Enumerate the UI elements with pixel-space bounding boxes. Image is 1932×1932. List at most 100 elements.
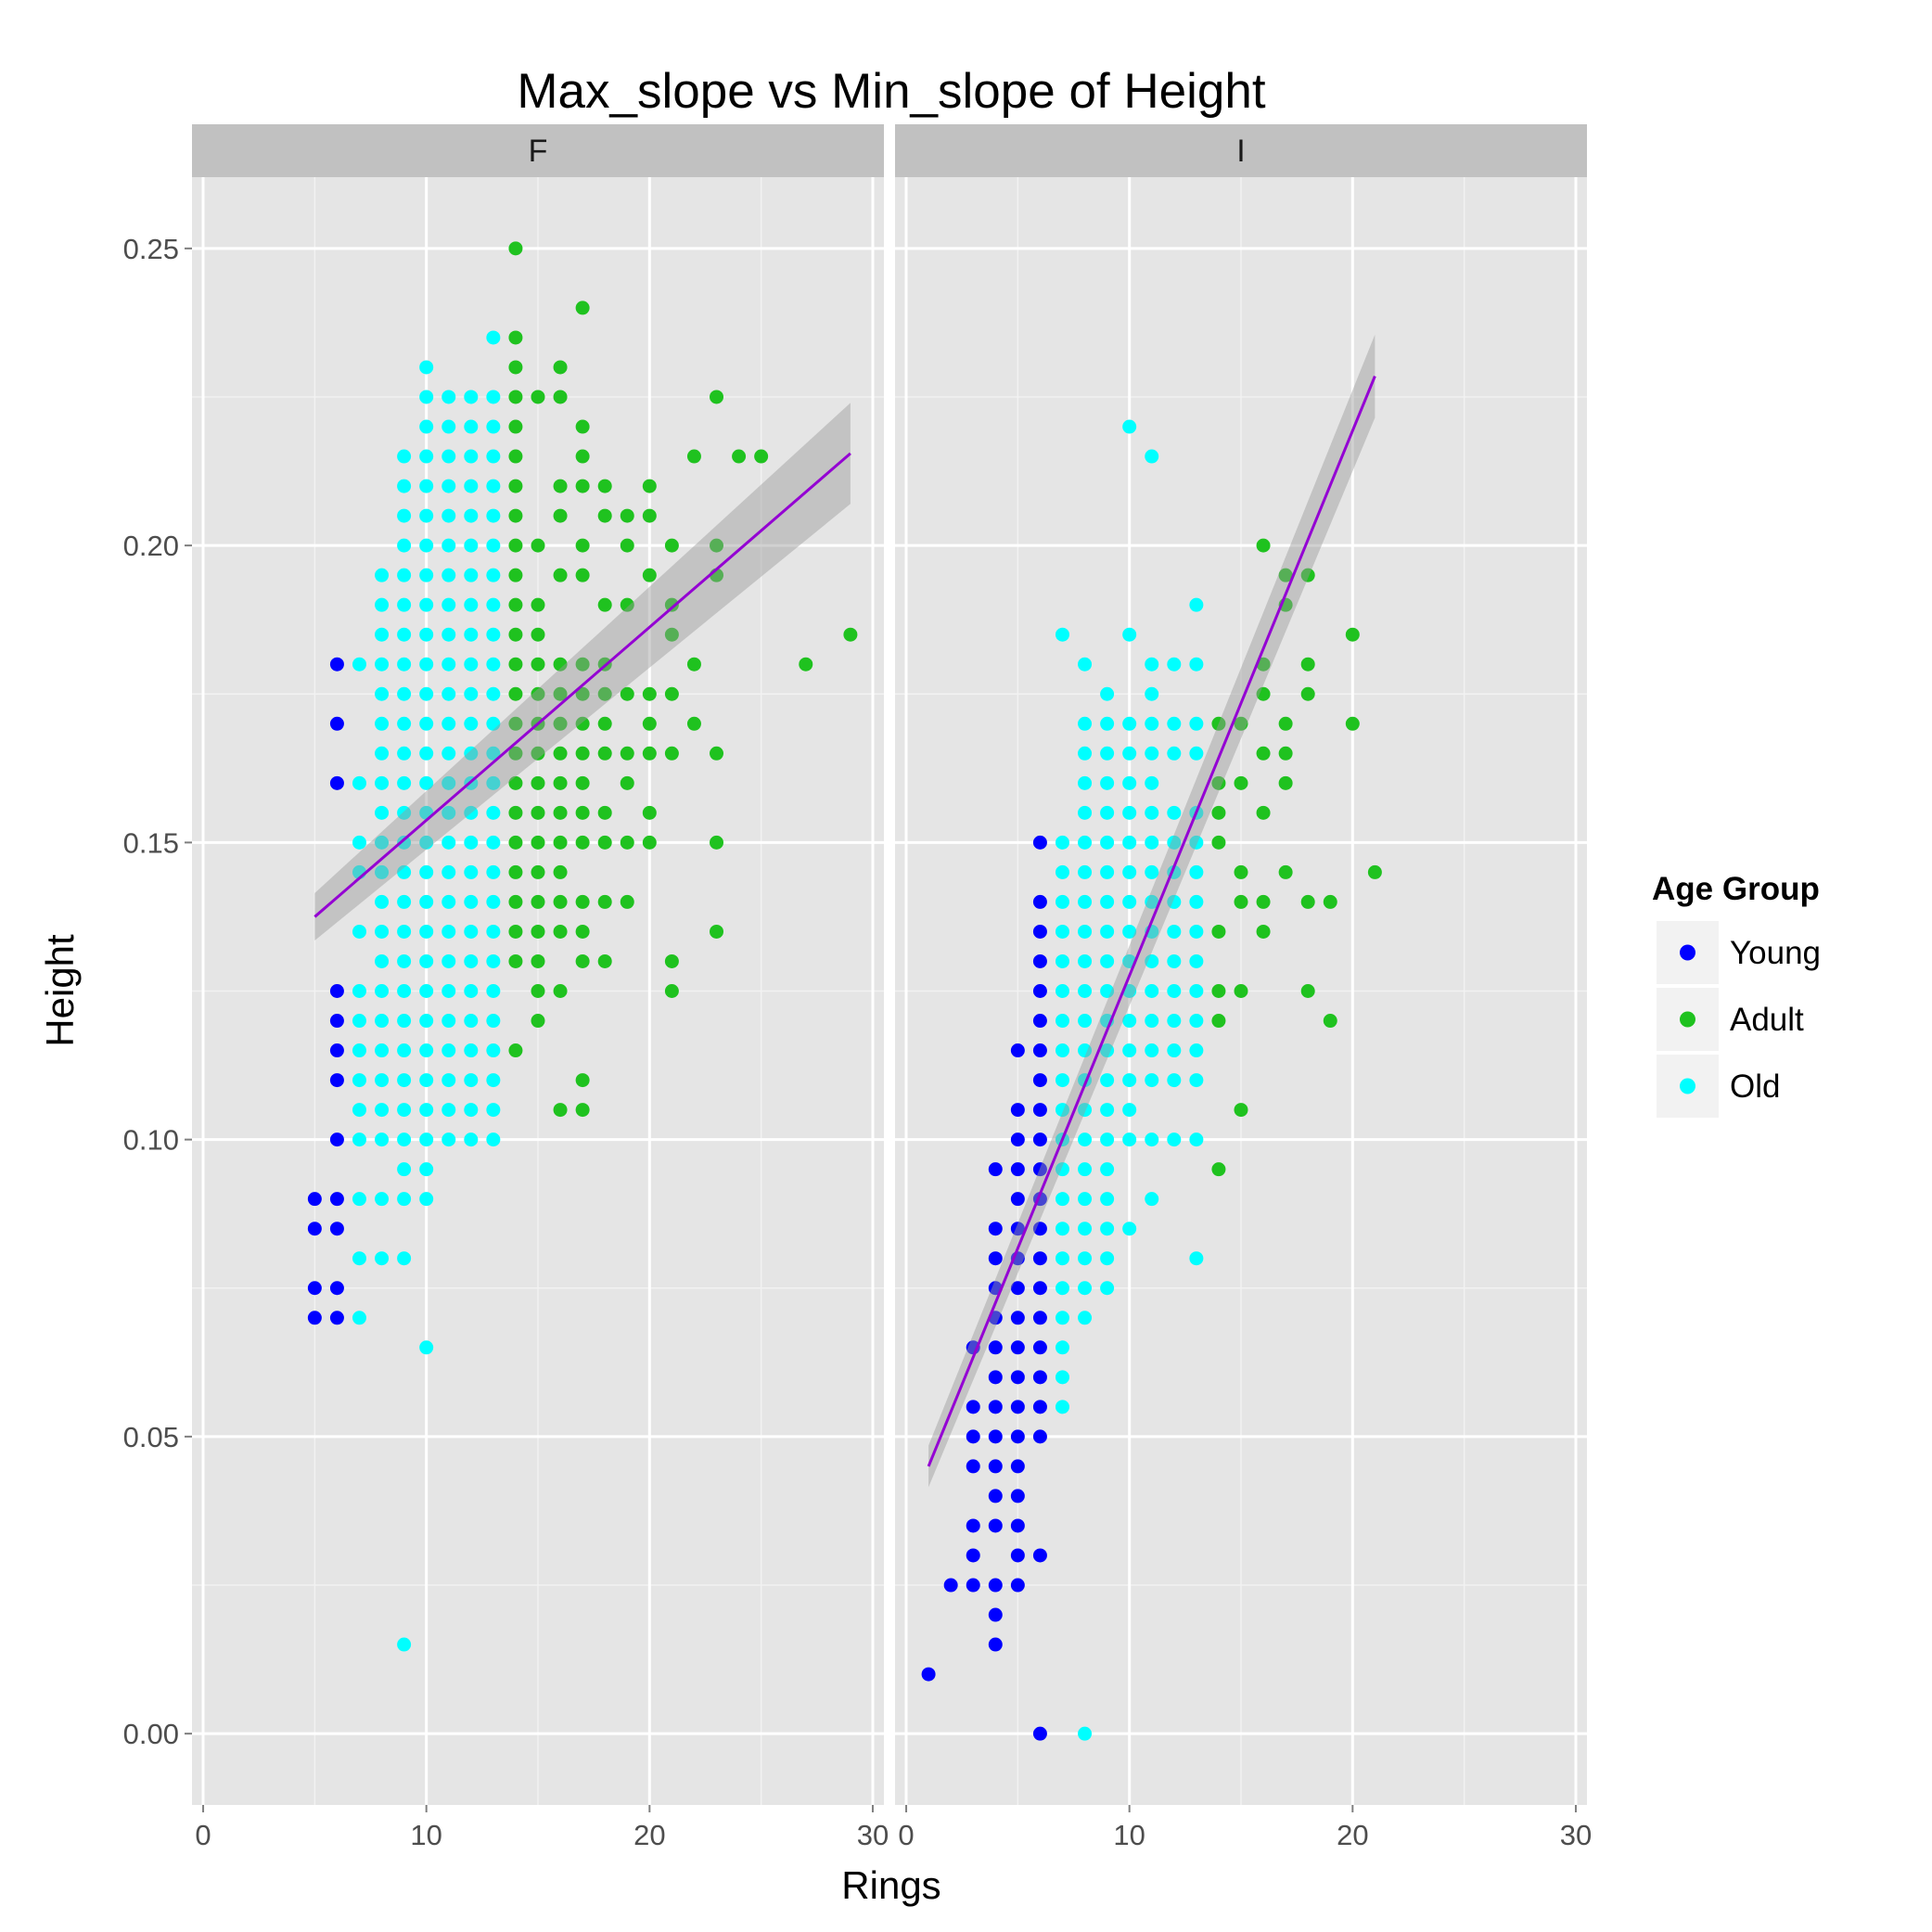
data-point	[1078, 1103, 1093, 1118]
points	[307, 241, 858, 1652]
data-point	[464, 419, 479, 434]
data-point	[531, 390, 545, 404]
data-point	[329, 1043, 344, 1058]
data-point	[486, 894, 501, 909]
data-point	[329, 1192, 344, 1207]
data-point	[1100, 1043, 1115, 1058]
data-point	[464, 538, 479, 553]
data-point	[620, 508, 634, 523]
data-point	[642, 805, 657, 820]
data-point	[307, 1222, 322, 1236]
data-point	[597, 746, 612, 761]
data-point	[1189, 984, 1204, 998]
data-point	[375, 924, 390, 939]
data-point	[1145, 686, 1159, 701]
data-point	[464, 1103, 479, 1118]
data-point	[620, 835, 634, 850]
data-point	[508, 686, 523, 701]
data-point	[1078, 1162, 1093, 1177]
panel-F: F	[192, 124, 884, 1805]
data-point	[375, 864, 390, 879]
data-point	[531, 657, 545, 672]
data-point	[1010, 1132, 1025, 1147]
data-point	[419, 1043, 434, 1058]
data-point	[375, 686, 390, 701]
data-point	[419, 1103, 434, 1118]
data-point	[553, 716, 568, 731]
data-point	[375, 597, 390, 612]
data-point	[419, 864, 434, 879]
data-point	[1122, 835, 1137, 850]
data-point	[397, 953, 412, 968]
data-point	[1278, 568, 1293, 582]
data-point	[531, 984, 545, 998]
series-old	[352, 330, 501, 1652]
data-point	[553, 360, 568, 375]
data-point	[375, 1251, 390, 1266]
data-point	[464, 1014, 479, 1029]
data-point	[1100, 746, 1115, 761]
data-point	[486, 686, 501, 701]
data-point	[988, 1578, 1003, 1593]
data-point	[419, 775, 434, 790]
series-young	[921, 835, 1047, 1741]
data-point	[597, 716, 612, 731]
data-point	[1145, 449, 1159, 464]
data-point	[664, 686, 679, 701]
data-point	[419, 1014, 434, 1029]
facet-strip	[192, 124, 884, 177]
data-point	[397, 1014, 412, 1029]
data-point	[553, 924, 568, 939]
data-point	[1100, 953, 1115, 968]
data-point	[1189, 924, 1204, 939]
fit-line	[313, 452, 851, 918]
data-point	[597, 597, 612, 612]
data-point	[352, 1043, 366, 1058]
data-point	[397, 1103, 412, 1118]
data-point	[1032, 984, 1047, 998]
data-point	[397, 864, 412, 879]
data-point	[1234, 894, 1248, 909]
data-point	[531, 775, 545, 790]
data-point	[419, 508, 434, 523]
data-point	[531, 686, 545, 701]
data-point	[531, 864, 545, 879]
legend-title: Age Group	[1652, 871, 1820, 907]
data-point	[397, 984, 412, 998]
data-point	[464, 746, 479, 761]
data-point	[1234, 984, 1248, 998]
data-point	[441, 746, 456, 761]
data-point	[1211, 1162, 1226, 1177]
data-point	[397, 627, 412, 642]
data-point	[1189, 746, 1204, 761]
data-point	[1100, 1281, 1115, 1296]
data-point	[1078, 1251, 1093, 1266]
data-point	[575, 716, 590, 731]
data-point	[575, 538, 590, 553]
data-point	[966, 1548, 980, 1563]
data-point	[508, 479, 523, 493]
data-point	[464, 390, 479, 404]
data-point	[1032, 1222, 1047, 1236]
data-point	[352, 1103, 366, 1118]
data-point	[441, 924, 456, 939]
legend-item-young: Young	[1657, 921, 1821, 984]
data-point	[1010, 1281, 1025, 1296]
data-point	[1211, 1014, 1226, 1029]
data-point	[966, 1578, 980, 1593]
data-point	[1122, 805, 1137, 820]
y-tick-label: 0.20	[123, 530, 179, 562]
data-point	[1032, 894, 1047, 909]
data-point	[553, 864, 568, 879]
data-point	[531, 597, 545, 612]
data-point	[1278, 775, 1293, 790]
data-point	[329, 1132, 344, 1147]
data-point	[988, 1370, 1003, 1385]
data-point	[464, 805, 479, 820]
data-point	[1032, 1400, 1047, 1414]
data-point	[1032, 1014, 1047, 1029]
data-point	[966, 1429, 980, 1444]
data-point	[464, 1073, 479, 1088]
data-point	[419, 746, 434, 761]
